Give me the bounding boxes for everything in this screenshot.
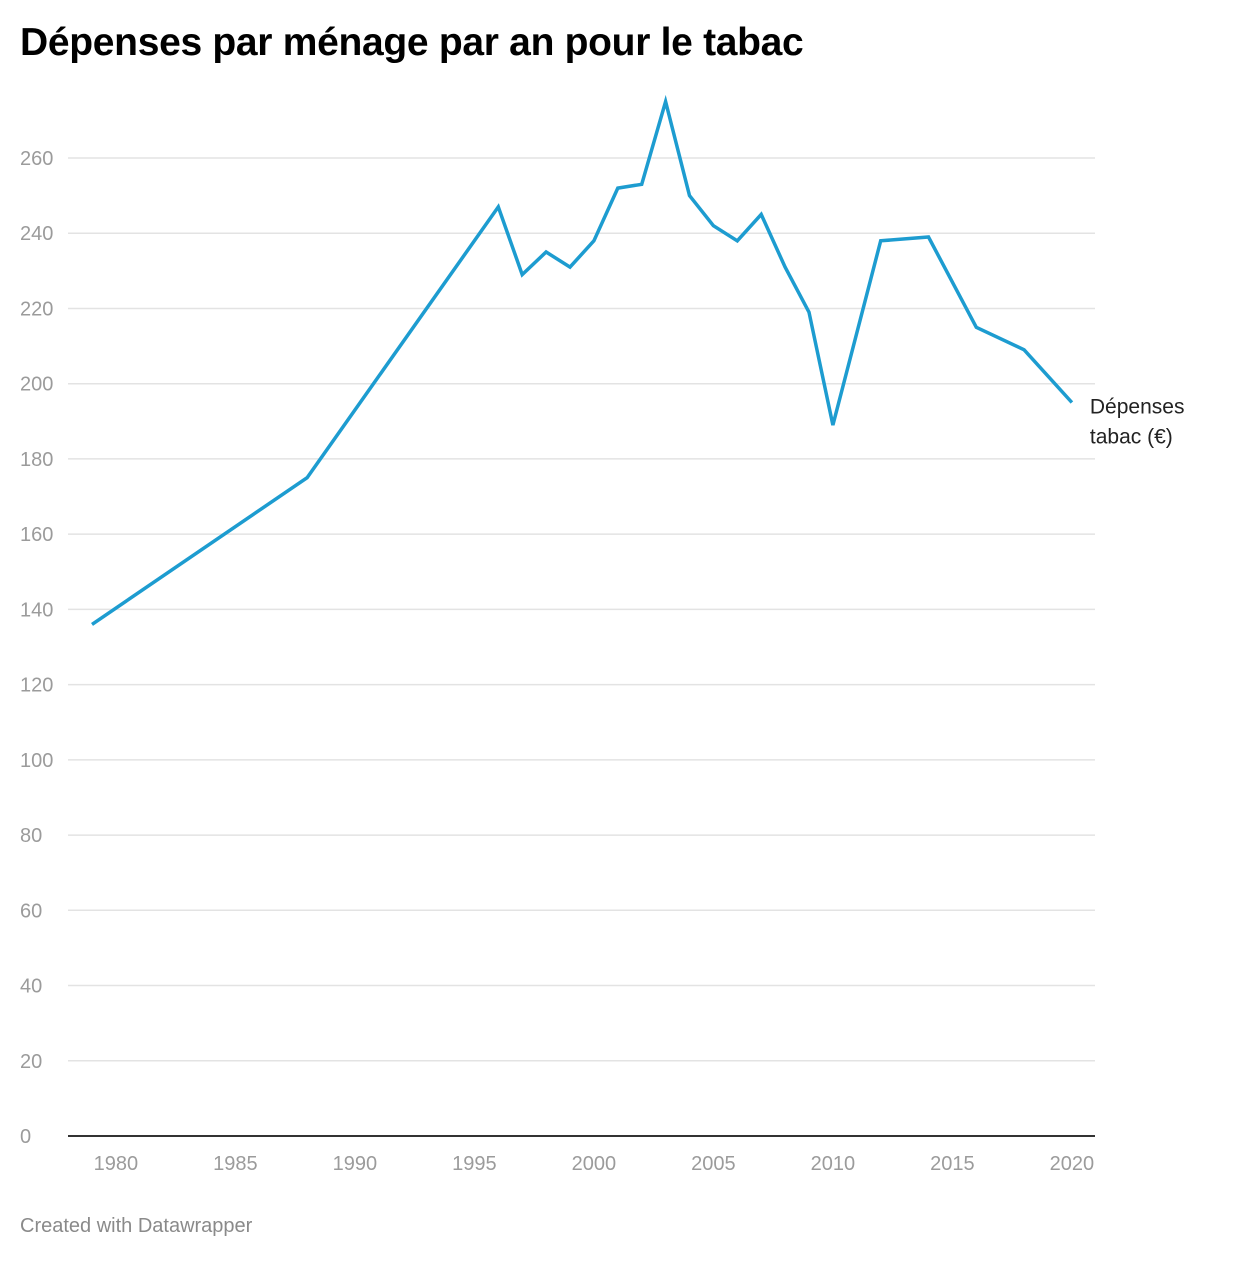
x-tick-label-1990: 1990 (333, 1153, 378, 1175)
y-tick-label-40: 40 (20, 976, 42, 998)
y-tick-label-200: 200 (20, 374, 53, 396)
y-tick-label-0: 0 (20, 1126, 31, 1148)
y-tick-label-260: 260 (20, 148, 53, 170)
x-tick-label-2000: 2000 (572, 1153, 617, 1175)
x-tick-label-1985: 1985 (213, 1153, 258, 1175)
series-label-line-0: Dépenses (1090, 396, 1185, 419)
series-labels: Dépenses tabac (€) (1090, 396, 1185, 449)
y-tick-label-60: 60 (20, 900, 42, 922)
x-tick-label-1995: 1995 (452, 1153, 497, 1175)
y-tick-label-100: 100 (20, 750, 53, 772)
chart-title: Dépenses par ménage par an pour le tabac (20, 21, 804, 64)
x-tick-label-2015: 2015 (930, 1153, 975, 1175)
y-tick-label-80: 80 (20, 825, 42, 847)
y-tick-label-160: 160 (20, 524, 53, 546)
y-tick-label-20: 20 (20, 1051, 42, 1073)
y-tick-label-120: 120 (20, 675, 53, 697)
y-tick-label-220: 220 (20, 298, 53, 320)
series-line-0 (91, 94, 1074, 626)
y-tick-label-240: 240 (20, 223, 53, 245)
footer-credit: Created with Datawrapper (20, 1215, 253, 1237)
x-tick-label-2005: 2005 (691, 1153, 736, 1175)
x-tick-label-2020: 2020 (1050, 1153, 1095, 1175)
series-layer (91, 94, 1074, 626)
y-tick-label-140: 140 (20, 599, 53, 621)
gridlines (68, 157, 1095, 1062)
x-tick-label-1980: 1980 (94, 1153, 139, 1175)
x-tick-label-2010: 2010 (811, 1153, 856, 1175)
y-tick-label-180: 180 (20, 449, 53, 471)
x-axis-tick-labels: 1980 1985 1990 1995 2000 2005 2010 2015 2020 (94, 1153, 1095, 1175)
y-axis-tick-labels: 0 20 40 60 80 100 120 140 160 180 200 220 240 260 (20, 148, 53, 1148)
series-label-line-1: tabac (€) (1090, 426, 1173, 449)
